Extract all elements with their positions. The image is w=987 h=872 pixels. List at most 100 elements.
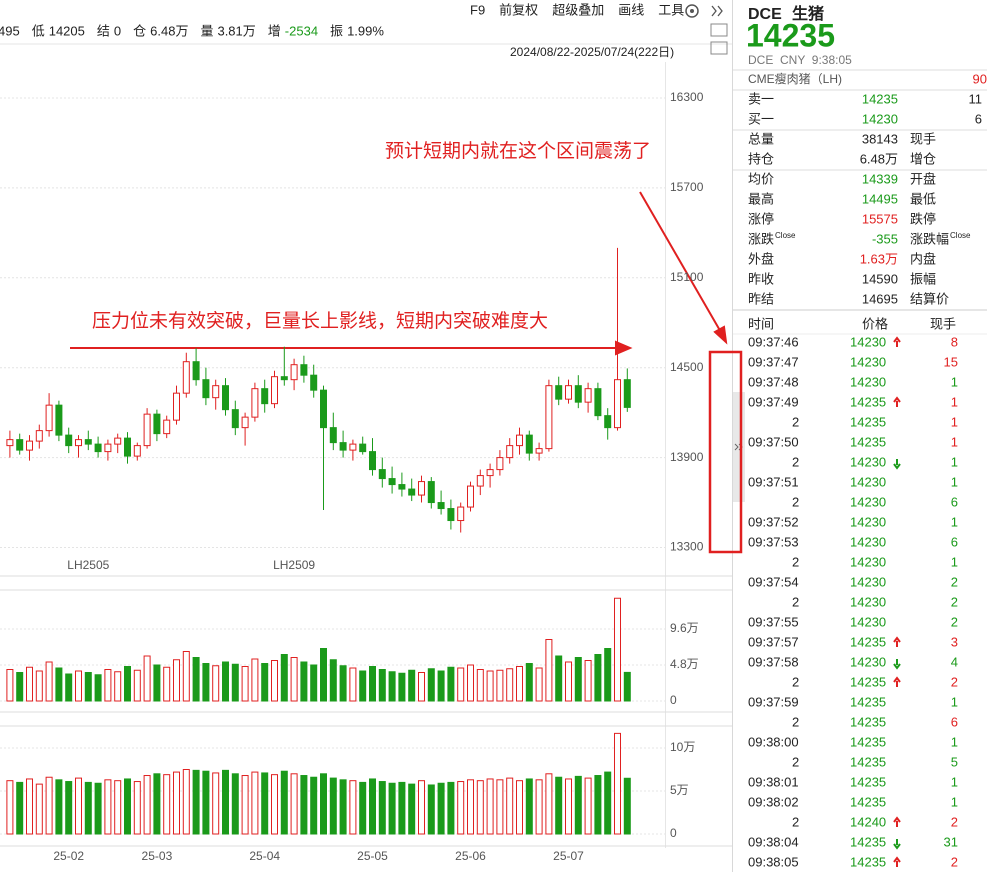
open-interest-bar: [339, 779, 347, 835]
toolbar-item[interactable]: 前复权: [499, 2, 538, 17]
open-interest-bar: [202, 770, 210, 835]
y-tick-label: 15100: [670, 270, 704, 284]
candle-body: [310, 374, 318, 391]
volume-bar: [202, 663, 210, 702]
linked-price: 90: [973, 71, 987, 86]
tick-hand: 2: [951, 574, 958, 589]
contract-label: LH2509: [273, 558, 315, 572]
open-interest-bar: [545, 773, 553, 835]
volume-bar: [555, 655, 563, 702]
candle-body: [35, 430, 43, 442]
tick-hand: 4: [951, 654, 958, 669]
collapse-tab[interactable]: [733, 392, 745, 502]
candle-body: [623, 379, 631, 408]
open-interest-bar: [45, 776, 53, 835]
tick-price: 14230: [850, 454, 886, 469]
up-arrow: [893, 396, 901, 407]
arrow-head: [615, 340, 633, 356]
open-interest-bar: [555, 776, 563, 835]
arrow-head: [713, 325, 728, 345]
volume-bar: [349, 667, 357, 702]
tick-time: 09:37:57: [748, 634, 799, 649]
open-interest-bar: [584, 777, 592, 835]
quote-row-extra: 6: [975, 111, 982, 126]
candle-body: [427, 481, 435, 504]
tick-price: 14235: [850, 834, 886, 849]
tick-price: 14230: [850, 334, 886, 349]
tick-sub: 2: [792, 674, 799, 689]
open-interest-bar: [418, 780, 425, 835]
tick-price: 14235: [850, 694, 886, 709]
toolbar-item[interactable]: F9: [470, 2, 485, 17]
candle-body: [251, 388, 259, 418]
x-tick-label: 25-03: [142, 849, 173, 863]
open-interest-bar: [6, 780, 14, 835]
tick-hand: 6: [951, 714, 958, 729]
candle-body: [545, 385, 553, 450]
tick-hand: 1: [951, 554, 958, 569]
candle-body: [192, 361, 200, 381]
open-interest-bar: [486, 778, 494, 835]
quote-row-label: 买一: [748, 111, 774, 126]
open-interest-bar: [604, 771, 612, 835]
tick-time: 09:37:52: [748, 514, 799, 529]
tick-time: 09:37:53: [748, 534, 799, 549]
tick-sub: 2: [792, 494, 799, 509]
tick-hand: 1: [951, 694, 958, 709]
volume-bar: [535, 667, 543, 702]
down-arrow: [893, 839, 901, 850]
tick-price: 14230: [850, 614, 886, 629]
volume-bar: [16, 672, 24, 702]
expand-icon[interactable]: [711, 5, 723, 17]
y-tick-label: 0: [670, 693, 677, 707]
candle-body: [94, 443, 102, 453]
open-interest-bar: [55, 779, 63, 835]
gear-icon[interactable]: [685, 4, 699, 18]
open-interest-bar: [614, 732, 621, 835]
candle-body: [486, 469, 494, 477]
quote-row-right: 涨跌幅: [910, 231, 949, 246]
volume-bar: [114, 671, 122, 702]
wp-icon[interactable]: [710, 41, 728, 55]
volume-bar: [6, 669, 14, 702]
volume-bar: [182, 651, 190, 702]
x-tick-label: 25-06: [455, 849, 486, 863]
annotation-shapes: [70, 191, 743, 554]
candle-body: [329, 427, 337, 444]
volume-bar: [339, 665, 347, 702]
tick-hand: 1: [951, 414, 958, 429]
volume-bar: [163, 666, 171, 702]
candle-body: [241, 416, 249, 429]
tick-price: 14235: [850, 794, 886, 809]
candle-body: [290, 364, 298, 381]
tick-price: 14235: [850, 774, 886, 789]
volume-bar: [525, 663, 533, 702]
toolbar-item[interactable]: 工具: [658, 2, 684, 17]
open-interest-bar: [594, 775, 602, 835]
quote-row-right: 振幅: [910, 271, 936, 286]
wp-icon[interactable]: [710, 23, 728, 37]
candle-body: [124, 437, 131, 457]
quote-value: -2534: [285, 23, 318, 38]
open-interest-bar: [173, 771, 180, 835]
quote-value: 495: [0, 23, 20, 38]
tick-sub: 2: [792, 414, 799, 429]
toolbar-item[interactable]: 超级叠加: [552, 2, 604, 17]
candle-body: [16, 439, 24, 451]
linked-contract[interactable]: CME瘦肉猪（LH): [748, 71, 842, 86]
tick-hand: 1: [951, 394, 958, 409]
volume-bar: [427, 668, 435, 702]
open-interest-bar: [349, 780, 357, 835]
volume-bar: [280, 654, 288, 702]
tick-hand: 6: [951, 534, 958, 549]
volume-bar: [408, 669, 416, 702]
candle-body: [565, 385, 572, 400]
candle-body: [212, 385, 220, 399]
toolbar-item[interactable]: 画线: [618, 2, 644, 17]
volume-bar: [378, 669, 386, 702]
volume-bar: [75, 670, 82, 702]
open-interest-bar: [182, 769, 190, 835]
open-interest-bar: [153, 773, 161, 835]
volume-bar: [35, 670, 43, 702]
